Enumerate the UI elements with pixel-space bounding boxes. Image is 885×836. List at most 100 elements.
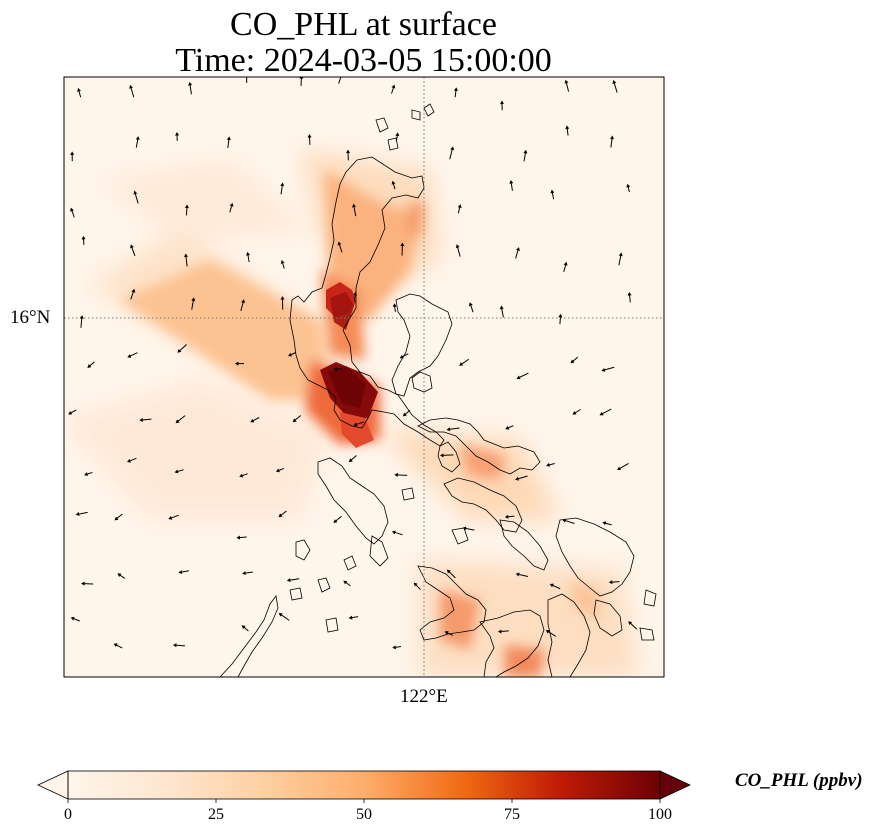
wind-arrow-icon: [570, 356, 579, 364]
colorbar-gradient: [68, 771, 660, 799]
wind-arrow-icon: [191, 297, 196, 310]
wind-arrow-icon: [278, 613, 290, 621]
wind-arrow-icon: [177, 344, 187, 353]
map-time: Time: 2024-03-05 15:00:00: [175, 42, 552, 79]
wind-arrow-icon: [246, 251, 251, 263]
wind-arrow-icon: [234, 361, 244, 366]
wind-arrow-icon: [87, 361, 95, 368]
wind-arrow-icon: [400, 242, 405, 256]
coastlines: [219, 103, 657, 677]
colorbar: [37, 770, 691, 803]
wind-arrow-icon: [509, 179, 514, 191]
wind-arrow-icon: [449, 146, 455, 160]
wind-arrow-icon: [127, 352, 138, 358]
wind-arrow-icon: [184, 253, 189, 267]
wind-arrow-icon: [558, 313, 563, 325]
wind-arrow-icon: [280, 296, 285, 310]
wind-arrow-icon: [516, 372, 529, 380]
colorbar-extend-high: [659, 770, 691, 800]
wind-arrow-icon: [599, 408, 612, 416]
wind-arrow-icon: [440, 453, 454, 458]
wind-arrow-icon: [337, 241, 343, 253]
wind-arrow-icon: [130, 244, 136, 257]
wind-arrow-icon: [628, 621, 638, 630]
wind-arrow-icon: [395, 132, 400, 142]
wind-arrow-icon: [175, 415, 186, 424]
wind-arrow-icon: [79, 315, 84, 328]
wind-arrow-icon: [280, 182, 285, 195]
wind-arrow-icon: [617, 462, 629, 471]
wind-arrow-icon: [602, 521, 612, 526]
wind-arrow-icon: [500, 100, 504, 111]
co-concentration-field: [64, 150, 640, 677]
wind-arrow-icon: [229, 202, 234, 213]
wind-arrow-icon: [627, 291, 632, 303]
wind-arrow-icon: [392, 645, 401, 650]
wind-arrow-icon: [343, 580, 351, 587]
wind-arrow-icon: [391, 180, 396, 190]
wind-arrow-icon: [333, 515, 342, 523]
wind-arrow-icon: [618, 252, 623, 266]
wind-arrow-icon: [348, 615, 359, 620]
longitude-label: 122°E: [400, 686, 448, 707]
wind-vectors: [68, 77, 638, 650]
map-title: CO_PHL at surface: [230, 6, 497, 43]
wind-arrow-icon: [278, 510, 287, 518]
wind-arrow-icon: [399, 353, 409, 359]
wind-arrow-icon: [446, 569, 456, 579]
wind-arrow-icon: [246, 77, 248, 83]
wind-arrow-icon: [127, 457, 137, 463]
colorbar-tick: 75: [504, 806, 520, 823]
wind-arrow-icon: [515, 475, 528, 481]
wind-arrow-icon: [462, 526, 475, 531]
wind-arrow-icon: [242, 571, 253, 576]
wind-arrow-icon: [133, 190, 139, 204]
wind-arrow-icon: [346, 149, 351, 161]
wind-arrow-icon: [175, 132, 180, 141]
wind-arrow-icon: [286, 578, 300, 583]
wind-arrow-icon: [413, 582, 421, 590]
wind-arrow-icon: [402, 409, 411, 417]
wind-arrow-icon: [239, 473, 248, 478]
wind-arrow-icon: [515, 247, 520, 259]
colorbar-extend-low: [37, 770, 69, 800]
latitude-label: 16°N: [10, 307, 51, 328]
wind-arrow-icon: [391, 84, 396, 94]
wind-arrow-icon: [129, 84, 135, 98]
wind-arrow-icon: [338, 77, 343, 84]
wind-arrow-icon: [550, 189, 555, 200]
wind-arrow-icon: [139, 417, 152, 422]
wind-arrow-icon: [457, 204, 462, 214]
wind-arrow-icon: [549, 583, 561, 590]
wind-arrow-icon: [184, 204, 189, 216]
wind-arrow-icon: [505, 425, 514, 430]
wind-arrow-icon: [504, 514, 515, 519]
wind-arrow-icon: [70, 151, 75, 162]
wind-arrow-icon: [168, 514, 179, 520]
wind-arrow-icon: [172, 643, 186, 648]
wind-arrow-icon: [117, 573, 125, 579]
wind-arrow-icon: [236, 535, 247, 540]
wind-arrow-icon: [391, 530, 403, 536]
plot-frame: [63, 76, 665, 678]
wind-arrow-icon: [280, 259, 285, 269]
wind-arrow-icon: [612, 80, 618, 93]
wind-arrow-icon: [453, 87, 458, 98]
graticule: [64, 77, 664, 677]
wind-arrow-icon: [75, 511, 88, 516]
plot-area: [64, 77, 664, 677]
wind-arrow-icon: [394, 472, 408, 477]
colorbar-tick: 25: [208, 806, 224, 823]
wind-arrow-icon: [240, 299, 246, 312]
wind-arrow-icon: [352, 203, 357, 217]
wind-arrow-icon: [70, 616, 80, 622]
wind-arrow-icon: [250, 417, 260, 423]
wind-arrow-icon: [608, 580, 620, 585]
wind-arrow-icon: [572, 408, 581, 415]
wind-arrow-icon: [468, 302, 474, 313]
wind-arrow-icon: [130, 288, 136, 300]
wind-arrow-icon: [353, 291, 358, 302]
wind-arrow-icon: [292, 415, 302, 423]
wind-arrow-icon: [610, 135, 614, 148]
wind-arrow-icon: [499, 305, 504, 318]
